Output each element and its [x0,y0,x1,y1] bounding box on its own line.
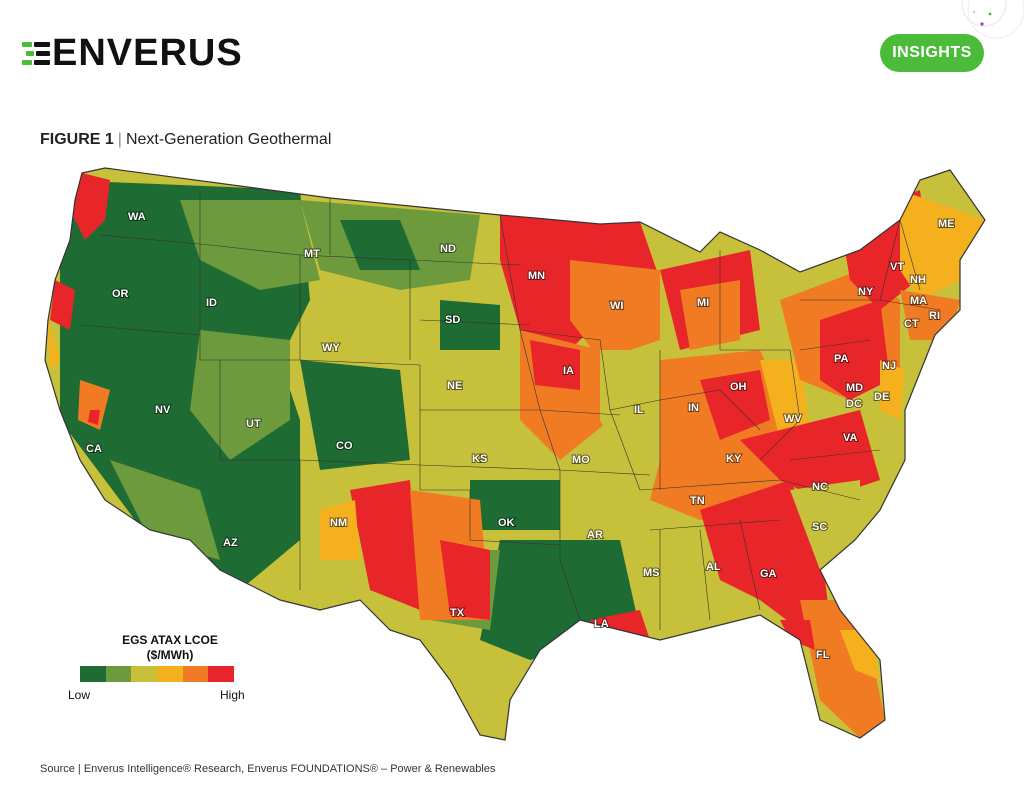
figure-label: FIGURE 1 [40,131,114,148]
legend-swatch-1 [80,666,106,682]
state-label-va: VA [843,432,858,444]
state-label-ga: GA [760,568,777,580]
state-label-tn: TN [690,495,705,507]
state-label-sc: SC [812,521,827,533]
state-label-nd: ND [440,243,456,255]
state-label-md: MD [846,382,863,394]
state-label-id: ID [206,297,217,309]
legend-high-label: High [220,688,245,702]
state-label-az: AZ [223,537,238,549]
state-label-nc: NC [812,481,828,493]
legend-swatch-3 [131,666,158,682]
state-label-il: IL [634,404,644,416]
state-label-wi: WI [610,300,623,312]
logo-text: ENVERUS [52,32,243,74]
state-label-nh: NH [910,274,926,286]
source-note: Source | Enverus Intelligence® Research,… [40,763,496,775]
us-outline [44,167,986,741]
state-label-or: OR [112,288,129,300]
state-label-ks: KS [472,453,487,465]
state-label-al: AL [706,561,721,573]
state-label-mi: MI [697,297,709,309]
state-label-ca: CA [86,443,102,455]
state-label-wa: WA [128,211,146,223]
figure-title: FIGURE 1 | Next-Generation Geothermal [40,131,331,149]
state-label-ma: MA [910,295,927,307]
state-label-mn: MN [528,270,545,282]
insights-button[interactable]: INSIGHTS [880,34,984,72]
state-label-mo: MO [572,454,590,466]
state-labels: WA OR CA ID NV MT WY UT AZ CO NM ND SD N… [85,210,956,662]
state-label-nm: NM [330,517,347,529]
state-label-ny: NY [858,286,874,298]
state-label-ct: CT [904,318,919,330]
legend-swatch-5 [182,666,209,682]
legend-color-scale [80,666,235,682]
state-label-de: DE [874,391,889,403]
legend-swatch-2 [105,666,132,682]
legend-low-label: Low [68,688,91,702]
state-label-sd: SD [445,314,460,326]
state-label-la: LA [594,618,609,630]
state-label-nv: NV [155,404,171,416]
state-label-fl: FL [816,649,830,661]
figure-caption: Next-Generation Geothermal [125,131,332,148]
state-label-wy: WY [322,342,340,354]
state-label-vt: VT [890,261,904,273]
state-label-pa: PA [834,353,849,365]
legend-title-line2: ($/MWh) [146,648,194,662]
state-label-dc: DC [846,398,862,410]
state-label-co: CO [336,440,353,452]
state-label-nj: NJ [882,360,896,372]
state-label-ne: NE [447,380,462,392]
state-label-ok: OK [498,517,515,529]
state-label-wv: WV [784,413,802,425]
legend-title: EGS ATAX LCOE ($/MWh) [110,633,230,663]
state-label-mt: MT [304,248,320,260]
state-label-ut: UT [246,418,261,430]
enverus-logo[interactable]: ENVERUS [22,34,243,72]
state-label-ms: MS [643,567,660,579]
state-label-ky: KY [726,453,742,465]
state-label-tx: TX [450,607,465,619]
state-label-ri: RI [929,310,940,322]
figure-separator: | [117,131,122,148]
legend-swatch-6 [208,666,235,682]
state-label-oh: OH [730,381,747,393]
state-label-me: ME [938,218,955,230]
legend-swatch-4 [157,666,183,682]
state-label-ar: AR [587,529,603,541]
state-borders [79,190,941,630]
legend-title-line1: EGS ATAX LCOE [122,633,218,647]
decorative-network-icon [961,0,1024,39]
state-label-in: IN [688,402,699,414]
us-lcoe-map: WA OR CA ID NV MT WY UT AZ CO NM ND SD N… [44,167,986,741]
state-label-ia: IA [563,365,574,377]
logo-mark-icon [22,36,52,70]
